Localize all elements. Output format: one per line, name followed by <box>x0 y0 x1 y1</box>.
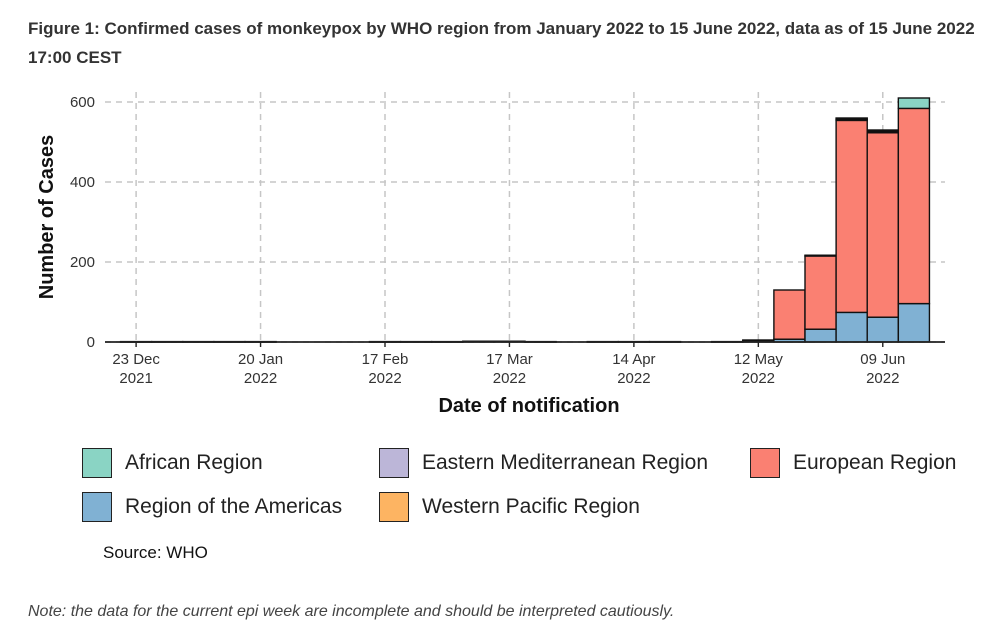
y-tick-label-0: 0 <box>87 334 95 351</box>
legend-item-region-of-the-americas: Region of the Americas <box>82 492 342 522</box>
x-tick-label-20-year: 2022 <box>742 370 775 387</box>
legend-swatch-region-of-the-americas <box>82 492 112 522</box>
footnote: Note: the data for the current epi week … <box>28 603 675 620</box>
legend-label-region-of-the-americas: Region of the Americas <box>125 495 343 518</box>
x-tick-label-4-year: 2022 <box>244 370 277 387</box>
bar-week-23-region-of-the-americas <box>835 311 868 343</box>
legend-label-african-region: African Region <box>125 451 263 474</box>
x-tick-label-0-date: 23 Dec <box>112 351 160 368</box>
x-tick-label-4-date: 20 Jan <box>238 351 283 368</box>
figure-title: Figure 1: Confirmed cases of monkeypox b… <box>28 19 975 67</box>
legend-label-european-region: European Region <box>793 451 957 474</box>
source-text: Source: WHO <box>103 543 208 562</box>
bar-week-23-european-region <box>835 119 868 314</box>
bar-week-22-european-region <box>804 255 837 330</box>
bar-week-25-european-region <box>897 107 931 305</box>
legend-label-western-pacific-region: Western Pacific Region <box>422 495 640 518</box>
legend-item-eastern-mediterranean-region: Eastern Mediterranean Region <box>379 448 708 478</box>
y-tick-label-400: 400 <box>70 174 95 191</box>
legend-swatch-eastern-mediterranean-region <box>379 448 409 478</box>
x-tick-label-16-date: 14 Apr <box>612 351 655 368</box>
legend-swatch-african-region <box>82 448 112 478</box>
bar-week-22-region-of-the-americas <box>804 328 837 343</box>
legend-swatch-western-pacific-region <box>379 492 409 522</box>
bar-week-22-western-pacific-region <box>804 254 837 257</box>
x-tick-label-16-year: 2022 <box>617 370 650 387</box>
bar-week-24-european-region <box>866 132 900 318</box>
stacked-bar-chart: 23 Dec 2021 20 Jan 2022 17 Feb 2022 17 Mar 2022… <box>36 92 945 417</box>
x-tick-label-12-year: 2022 <box>493 370 526 387</box>
x-tick-label-8-date: 17 Feb <box>362 351 409 368</box>
legend-item-western-pacific-region: Western Pacific Region <box>379 492 640 522</box>
x-tick-label-24-year: 2022 <box>866 370 899 387</box>
legend-label-eastern-mediterranean-region: Eastern Mediterranean Region <box>422 451 709 474</box>
bar-week-24-region-of-the-americas <box>866 316 900 343</box>
x-tick-label-0-year: 2021 <box>119 370 152 387</box>
bar-week-20-european-region <box>742 339 775 342</box>
bar-week-25-region-of-the-americas <box>897 302 931 343</box>
y-tick-label-600: 600 <box>70 94 95 111</box>
x-tick-label-20-date: 12 May <box>734 351 784 368</box>
x-tick-label-12-date: 17 Mar <box>486 351 533 368</box>
bar-week-23-african-region <box>835 117 868 120</box>
y-tick-label-200: 200 <box>70 254 95 271</box>
legend-item-european-region: European Region <box>750 448 956 478</box>
bar-week-25-african-region <box>897 97 931 110</box>
x-axis-title: Date of notification <box>438 395 619 417</box>
bar-week-24-african-region <box>866 129 900 132</box>
x-tick-label-24-date: 09 Jun <box>860 351 905 368</box>
bar-week-21-european-region <box>773 289 806 340</box>
y-axis-title: Number of Cases <box>36 135 58 300</box>
x-tick-label-8-year: 2022 <box>368 370 401 387</box>
legend-swatch-european-region <box>750 448 780 478</box>
legend-item-african-region: African Region <box>82 448 263 478</box>
